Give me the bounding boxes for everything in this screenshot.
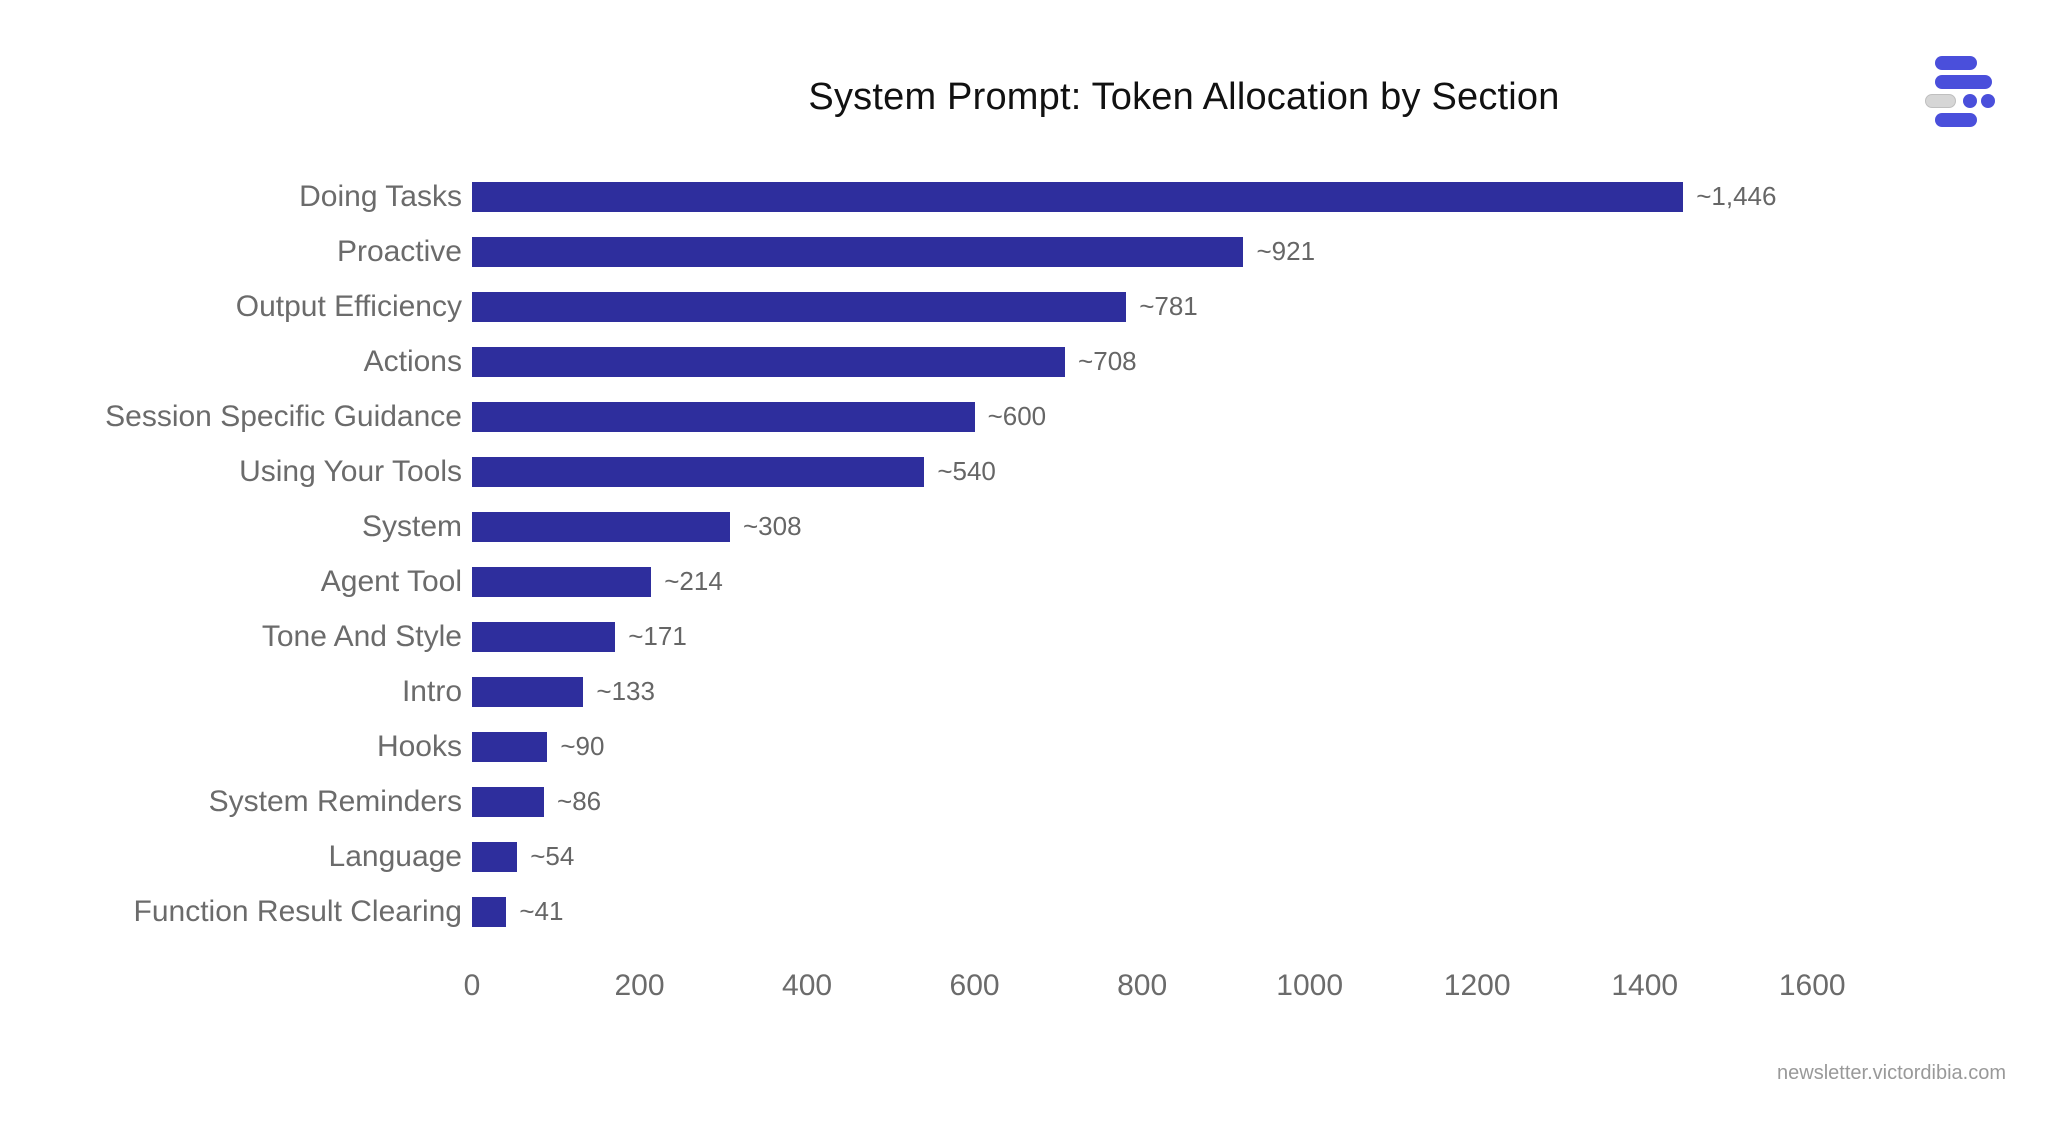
value-label: ~41 [519,896,564,926]
category-label: Doing Tasks [299,179,462,213]
bar [472,401,975,432]
value-label: ~540 [937,456,996,486]
bar-track: ~54 [472,841,1896,872]
category-label: Actions [363,344,462,378]
bar-row: Agent Tool ~214 [0,554,2068,609]
category-label: Function Result Clearing [133,894,463,928]
x-axis-tick: 400 [782,969,833,1002]
bar-track: ~86 [472,786,1896,817]
value-label: ~214 [664,566,723,596]
logo-dot-icon [1963,94,1977,108]
bar [472,621,616,652]
bar-track: ~90 [472,731,1896,762]
value-label: ~708 [1078,346,1137,376]
bar-row: System ~308 [0,499,2068,554]
bar [472,731,548,762]
bar [472,456,925,487]
bar-chart: Doing Tasks ~1,446 Proactive ~921 Output Eff… [0,169,2068,939]
bar [472,181,1684,212]
value-label: ~90 [560,731,605,761]
category-label: Tone And Style [261,619,462,653]
chart-title: System Prompt: Token Allocation by Secti… [808,76,1560,118]
logo-bar-icon [1935,75,1992,89]
x-axis-tick: 1000 [1276,969,1344,1002]
bar-row: Proactive ~921 [0,224,2068,279]
category-label: Intro [401,674,462,708]
value-label: ~1,446 [1696,181,1777,211]
bar-track: ~308 [472,511,1896,542]
brand-logo [1925,56,1995,127]
bar-track: ~921 [472,236,1896,267]
bar [472,676,584,707]
value-label: ~600 [987,401,1047,431]
logo-bar-row-1 [1925,56,1995,70]
value-label: ~308 [742,511,802,541]
value-label: ~171 [628,621,687,651]
bar-row: Using Your Tools ~540 [0,444,2068,499]
category-label: Proactive [336,234,462,268]
logo-bar-row-3 [1925,94,1995,108]
x-axis: 0 200 400 600 800 1000 1200 1400 1600 [464,969,1896,1003]
bar-row: Actions ~708 [0,334,2068,389]
category-label: System Reminders [208,784,462,818]
bar [472,236,1244,267]
category-label: Output Efficiency [235,289,462,323]
bar-row: Doing Tasks ~1,446 [0,169,2068,224]
category-label: Language [328,839,462,873]
x-axis-tick: 1200 [1443,969,1511,1002]
logo-bar-icon [1935,56,1977,70]
logo-bar-row-2 [1925,75,1995,89]
category-label: Using Your Tools [239,454,462,488]
bar-row: Intro ~133 [0,664,2068,719]
bar-track: ~133 [472,676,1896,707]
bar [472,786,545,817]
bar-row: System Reminders ~86 [0,774,2068,829]
bar-row: Language ~54 [0,829,2068,884]
bar-row: Output Efficiency ~781 [0,279,2068,334]
x-axis-tick: 600 [949,969,1000,1002]
watermark: newsletter.victordibia.com [1777,1062,2006,1084]
bar-row: Function Result Clearing ~41 [0,884,2068,939]
x-axis-tick: 200 [614,969,665,1002]
bar [472,291,1127,322]
x-axis-tick: 1400 [1611,969,1679,1002]
logo-dot-icon [1981,94,1995,108]
category-label: System [361,509,462,543]
bar-track: ~41 [472,896,1896,927]
category-label: Hooks [376,729,462,763]
logo-bar-row-4 [1925,113,1995,127]
value-label: ~54 [530,841,575,871]
bar-track: ~1,446 [472,181,1896,212]
bar-track: ~540 [472,456,1896,487]
category-label: Session Specific Guidance [105,399,462,433]
bar-row: Hooks ~90 [0,719,2068,774]
bar [472,566,652,597]
bar [472,896,507,927]
bar-track: ~708 [472,346,1896,377]
bar-row: Session Specific Guidance ~600 [0,389,2068,444]
bar-track: ~171 [472,621,1896,652]
bar-track: ~781 [472,291,1896,322]
value-label: ~133 [596,676,655,706]
bar-track: ~600 [472,401,1896,432]
value-label: ~86 [557,786,602,816]
x-axis-tick: 0 [463,969,481,1002]
value-label: ~781 [1139,291,1198,321]
bar [472,346,1066,377]
category-label: Agent Tool [320,564,462,598]
bar-row: Tone And Style ~171 [0,609,2068,664]
logo-gray-bar-icon [1925,94,1956,108]
bar [472,841,518,872]
x-axis-tick: 800 [1117,969,1168,1002]
bar [472,511,730,542]
x-axis-tick: 1600 [1778,969,1846,1002]
value-label: ~921 [1256,236,1316,266]
bar-track: ~214 [472,566,1896,597]
logo-bar-icon [1935,113,1977,127]
